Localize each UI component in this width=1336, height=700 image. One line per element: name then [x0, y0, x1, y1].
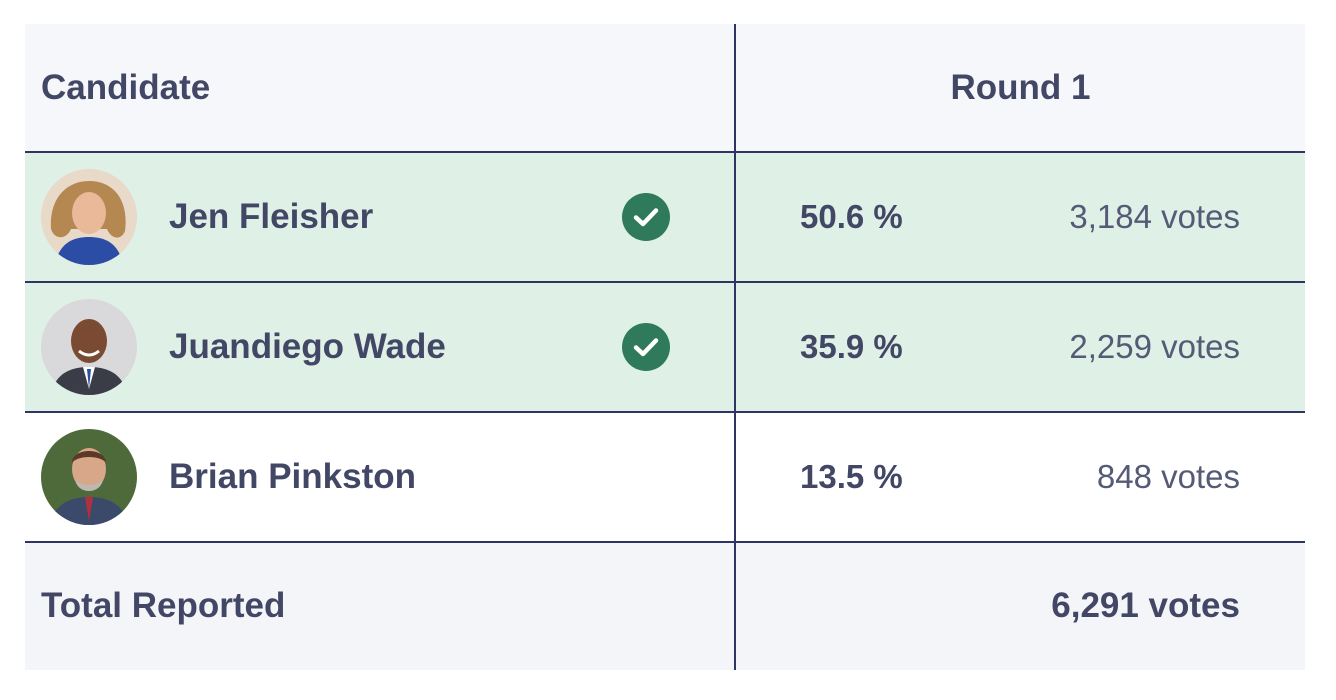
candidate-avatar: [41, 429, 137, 525]
row-divider: [25, 151, 1305, 153]
row-divider: [25, 281, 1305, 283]
vote-count: 3,184 votes: [1069, 198, 1240, 235]
row-divider: [25, 541, 1305, 543]
winner-check-icon: [622, 193, 670, 241]
vote-count: 848 votes: [1096, 458, 1240, 495]
table-row: Brian Pinkston 13.5 % 848 votes: [25, 412, 1305, 542]
winner-check-icon: [622, 323, 670, 371]
table-row: Juandiego Wade 35.9 % 2,259 votes: [25, 282, 1305, 412]
candidate-avatar: [41, 299, 137, 395]
vote-percentage: 50.6 %: [800, 198, 903, 235]
round-column-header: Round 1: [950, 68, 1091, 107]
total-row: Total Reported 6,291 votes: [25, 542, 1305, 670]
candidate-avatar: [41, 169, 137, 265]
candidate-name: Juandiego Wade: [169, 327, 446, 366]
total-votes: 6,291 votes: [1051, 586, 1240, 625]
candidate-column-header: Candidate: [41, 68, 211, 107]
table-header-row: Candidate Round 1: [25, 24, 1305, 152]
vote-count: 2,259 votes: [1069, 328, 1240, 365]
results-table: Candidate Round 1 Jen Fleisher 50.6 % 3,…: [25, 24, 1305, 670]
vote-percentage: 13.5 %: [800, 458, 903, 495]
row-divider: [25, 411, 1305, 413]
column-divider: [734, 24, 736, 670]
table-row: Jen Fleisher 50.6 % 3,184 votes: [25, 152, 1305, 282]
candidate-name: Brian Pinkston: [169, 457, 416, 496]
vote-percentage: 35.9 %: [800, 328, 903, 365]
total-label: Total Reported: [41, 586, 286, 625]
candidate-name: Jen Fleisher: [169, 197, 374, 236]
